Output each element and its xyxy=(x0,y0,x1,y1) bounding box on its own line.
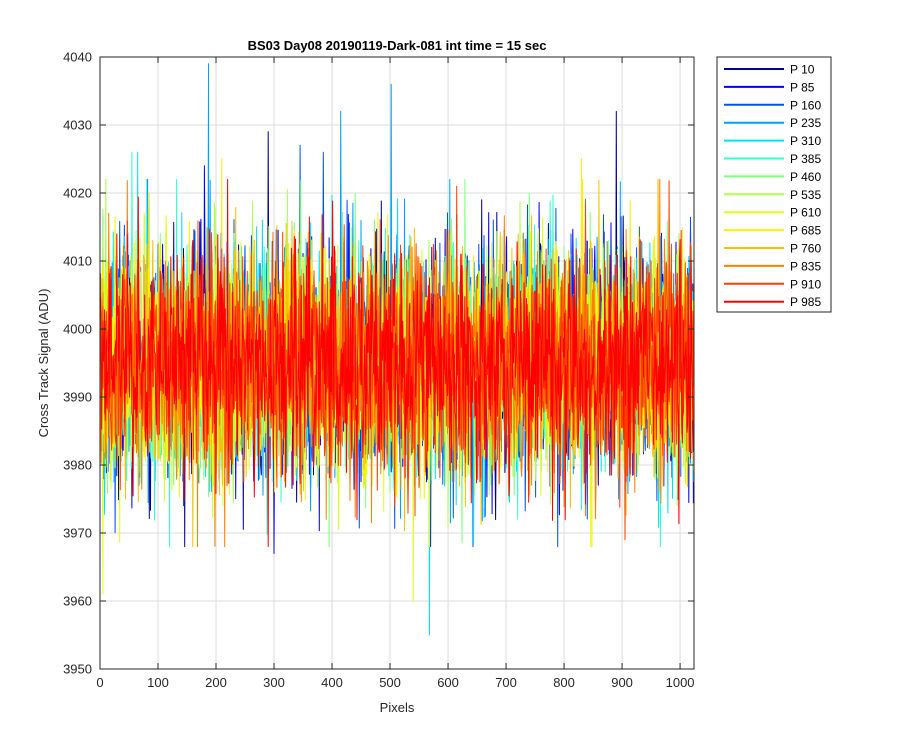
legend-label: P 160 xyxy=(790,98,821,112)
legend-label: P 235 xyxy=(790,116,821,130)
y-tick-label: 3950 xyxy=(63,662,92,677)
x-tick-label: 100 xyxy=(147,675,169,690)
x-axis-ticks: 0 100 200 300 400 500 600 700 800 900 1000 xyxy=(96,57,695,690)
plot-area xyxy=(99,56,695,670)
y-tick-label: 4040 xyxy=(63,50,92,65)
y-tick-label: 3960 xyxy=(63,594,92,609)
series-line xyxy=(99,178,694,548)
x-tick-label: 200 xyxy=(205,675,227,690)
x-tick-label: 300 xyxy=(263,675,285,690)
legend-label: P 310 xyxy=(790,134,821,148)
legend-label: P 835 xyxy=(790,259,821,273)
series-line xyxy=(99,180,694,541)
data-lines xyxy=(99,63,694,636)
y-tick-label: 4010 xyxy=(63,254,92,269)
x-tick-label: 800 xyxy=(553,675,575,690)
y-tick-label: 3980 xyxy=(63,458,92,473)
x-tick-label: 400 xyxy=(321,675,343,690)
legend-label: P 910 xyxy=(790,277,821,291)
x-tick-label: 0 xyxy=(96,675,103,690)
legend-label: P 685 xyxy=(790,224,821,238)
x-tick-label: 1000 xyxy=(666,675,695,690)
legend-label: P 460 xyxy=(790,170,821,184)
y-axis-ticks: 3950 3960 3970 3980 3990 4000 4010 4020 4030 4040 xyxy=(63,50,694,677)
y-tick-label: 3990 xyxy=(63,390,92,405)
legend-label: P 985 xyxy=(790,295,821,309)
x-tick-label: 600 xyxy=(437,675,459,690)
y-tick-label: 4030 xyxy=(63,118,92,133)
y-tick-label: 4000 xyxy=(63,322,92,337)
legend-label: P 385 xyxy=(790,152,821,166)
chart-title: BS03 Day08 20190119-Dark-081 int time = … xyxy=(248,38,547,53)
x-tick-label: 500 xyxy=(379,675,401,690)
x-axis-label: Pixels xyxy=(380,700,415,715)
x-tick-label: 900 xyxy=(611,675,633,690)
legend-label: P 535 xyxy=(790,188,821,202)
legend: P 10 P 85 P 160 P 235 P 310 P 385 P 460 P 535 P … xyxy=(716,56,832,313)
y-tick-label: 3970 xyxy=(63,526,92,541)
legend-label: P 610 xyxy=(790,206,821,220)
x-tick-label: 700 xyxy=(495,675,517,690)
legend-label: P 85 xyxy=(790,80,815,94)
y-tick-label: 4020 xyxy=(63,186,92,201)
legend-label: P 10 xyxy=(790,63,815,77)
y-axis-label: Cross Track Signal (ADU) xyxy=(36,289,51,438)
legend-label: P 760 xyxy=(790,242,821,256)
